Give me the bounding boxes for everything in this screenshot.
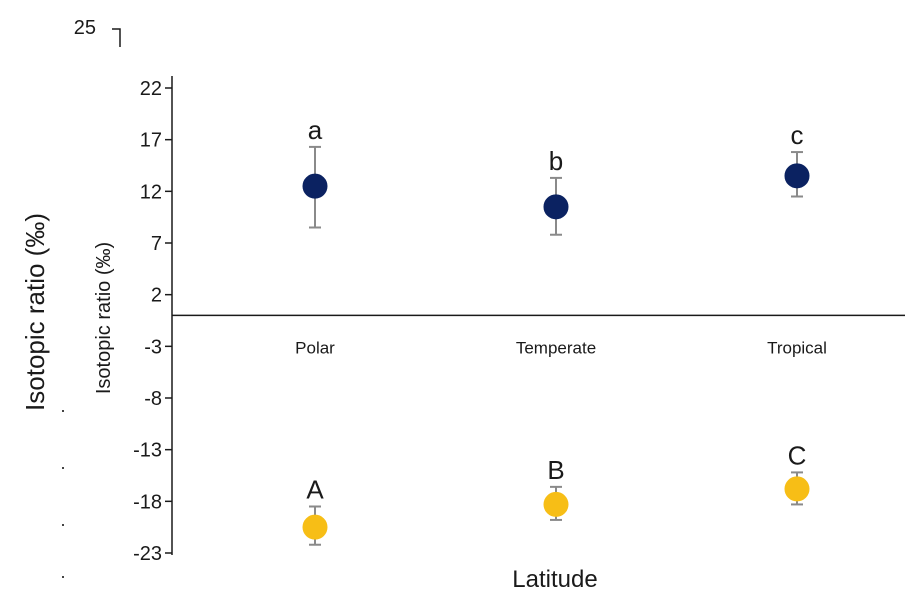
y-tick-label: -8	[144, 388, 162, 410]
x-axis-label: Latitude	[512, 566, 597, 593]
y-tick-label: -23	[133, 543, 162, 565]
significance-letter: a	[308, 115, 323, 145]
y-tick-label: -13	[133, 440, 162, 462]
data-point	[784, 163, 810, 189]
stray-tick-label: 25	[74, 17, 96, 39]
x-category-label: Temperate	[516, 338, 596, 357]
significance-letter: b	[549, 146, 563, 176]
y-tick-label: -18	[133, 491, 162, 513]
axes	[171, 76, 905, 555]
y-tick-label: 12	[140, 181, 162, 203]
y-tick-label: 7	[151, 233, 162, 255]
significance-letter: A	[306, 475, 324, 505]
significance-letter: B	[547, 455, 564, 485]
data-point	[543, 491, 569, 517]
left-margin-dots	[62, 410, 64, 578]
data-point	[302, 173, 328, 199]
data-point	[784, 476, 810, 502]
y-axis-label-inner: Isotopic ratio (‰)	[93, 242, 115, 394]
data-points: a b c A B C	[302, 115, 810, 546]
y-tick-label: -3	[144, 336, 162, 358]
stray-tick-bracket	[112, 28, 121, 47]
data-point	[302, 514, 328, 540]
y-tick-label: 2	[151, 285, 162, 307]
x-category-label: Polar	[295, 338, 335, 357]
y-axis-label-outer: Isotopic ratio (‰)	[20, 213, 50, 411]
y-tick-label: 22	[140, 78, 162, 100]
x-category-labels: Polar Temperate Tropical	[295, 338, 827, 357]
significance-letter: c	[791, 120, 804, 150]
y-tick-label: 17	[140, 130, 162, 152]
data-point	[543, 194, 569, 220]
y-ticks: 22 17 12 7 2 -3 -8 -13 -18 -23	[133, 78, 172, 565]
x-category-label: Tropical	[767, 338, 827, 357]
significance-letter: C	[788, 440, 807, 470]
